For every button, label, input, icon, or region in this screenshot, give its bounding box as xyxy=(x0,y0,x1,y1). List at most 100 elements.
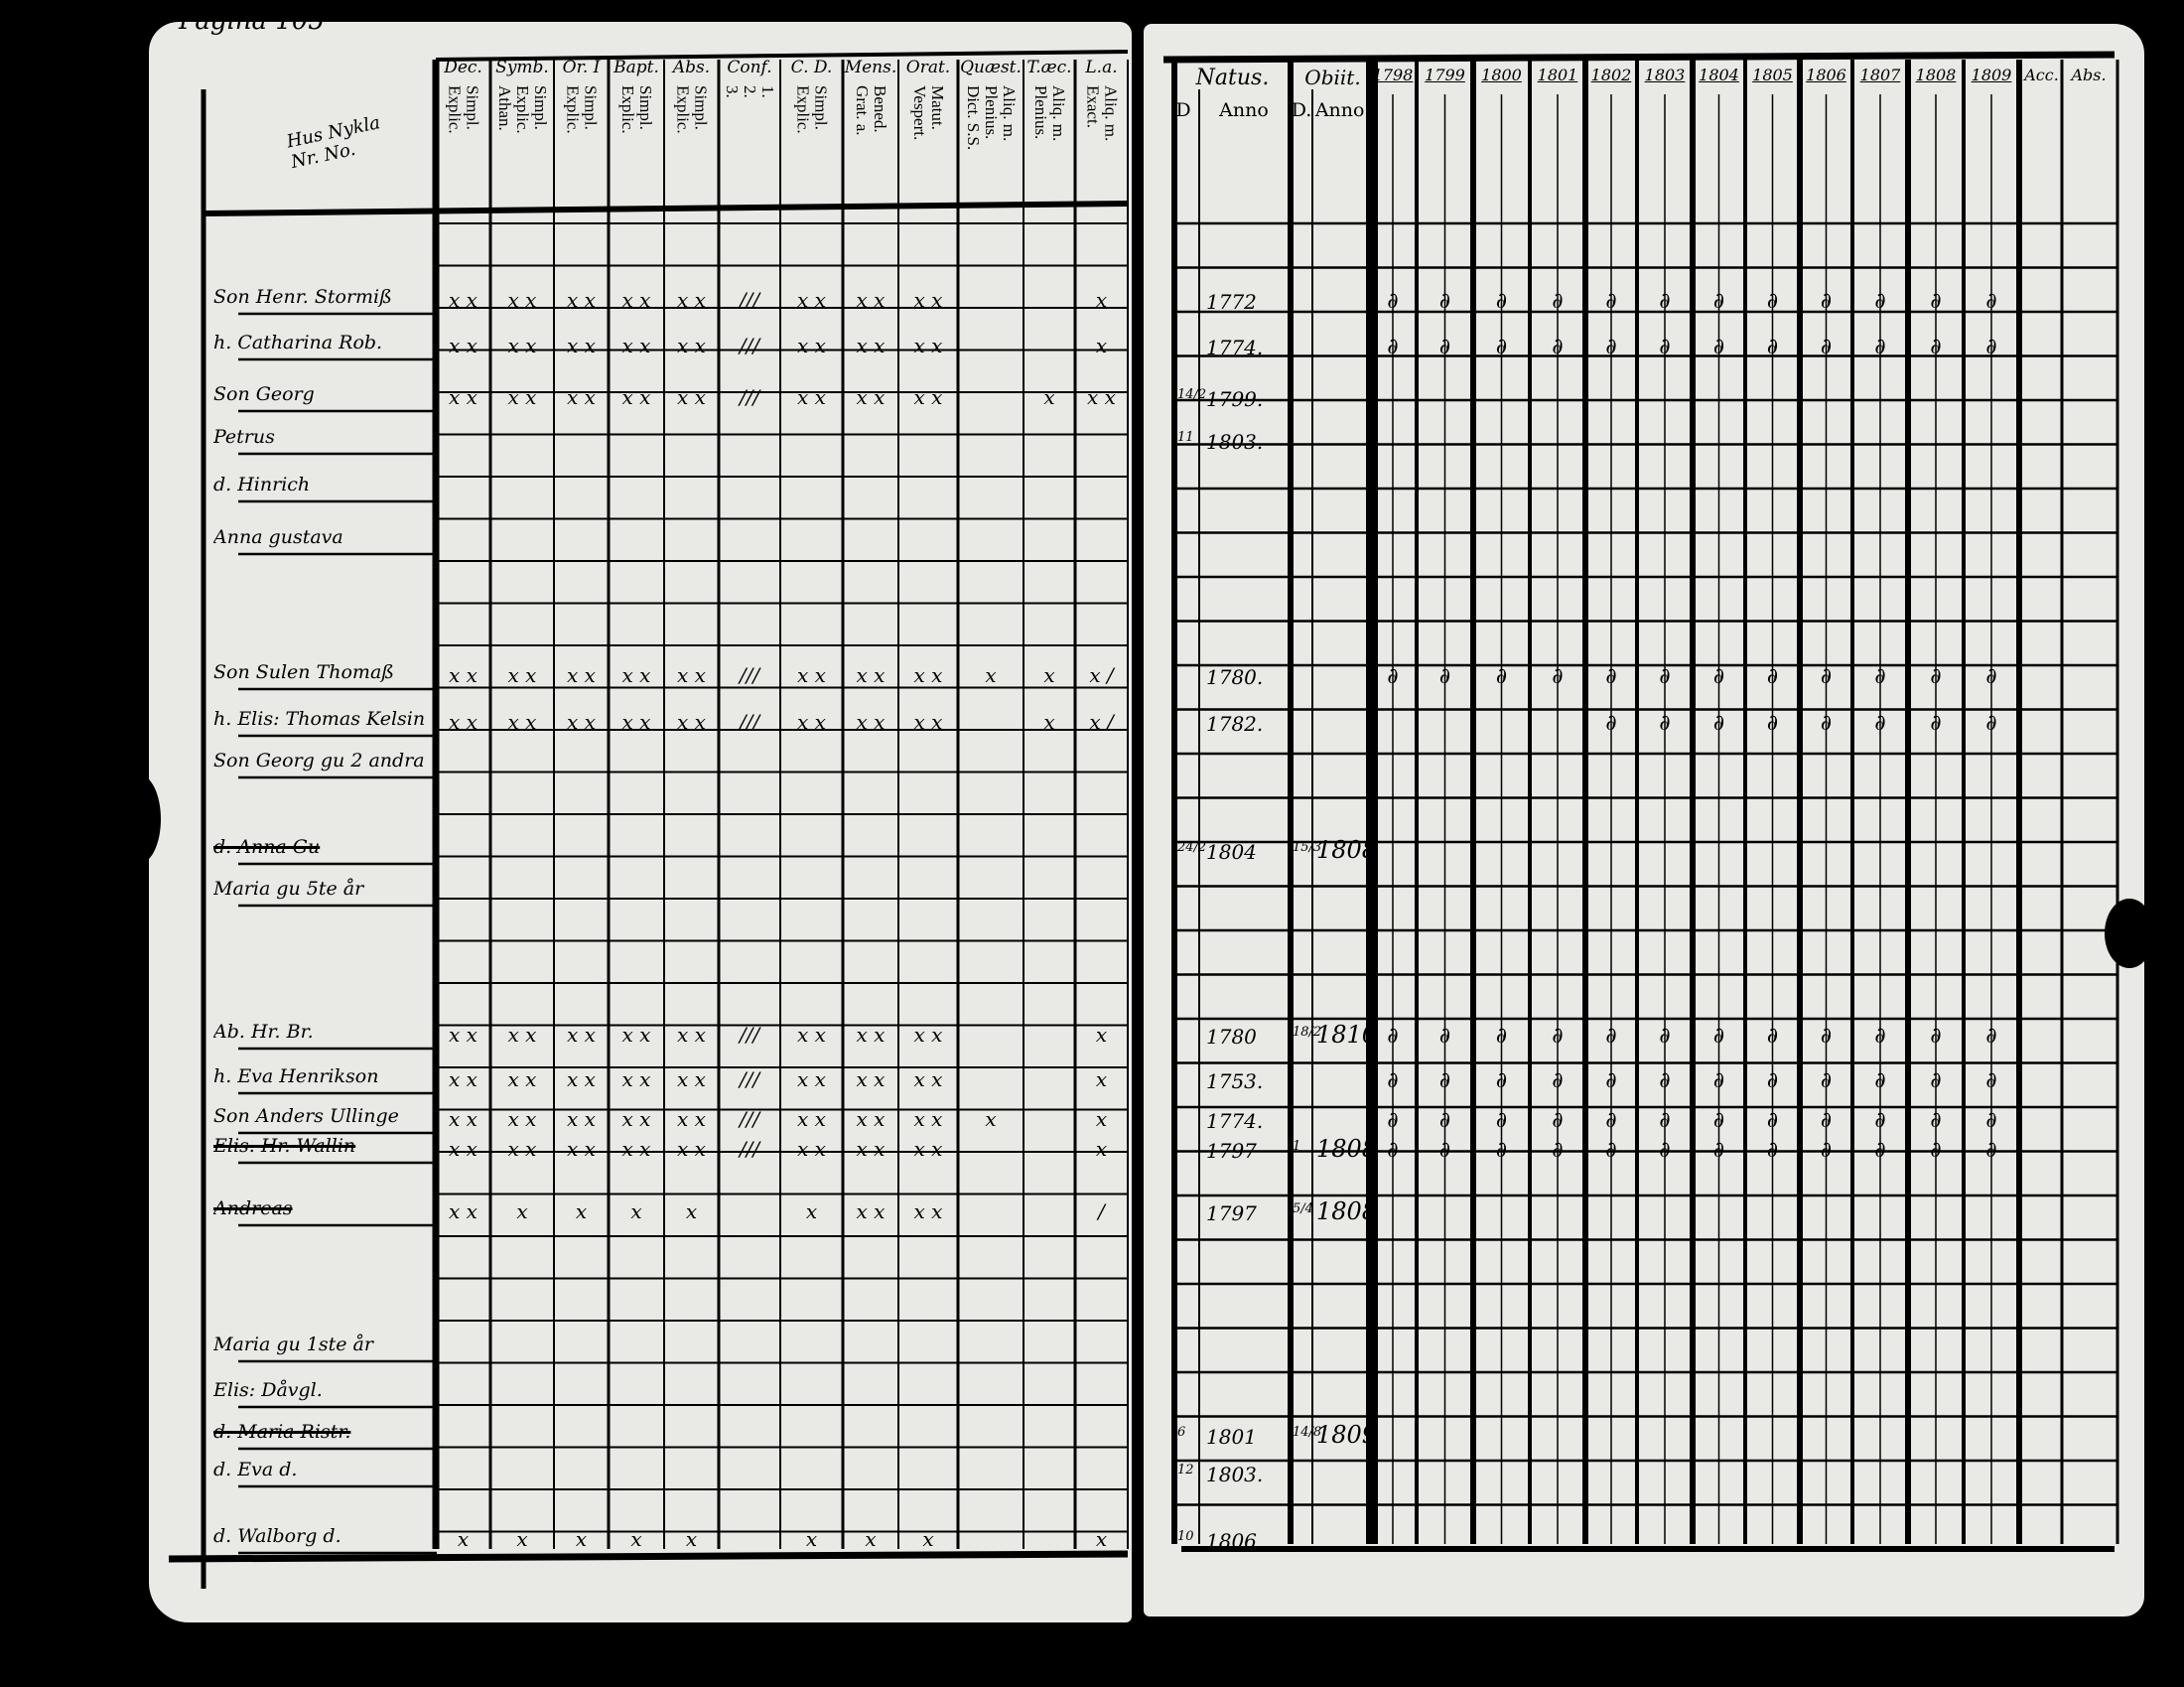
person-name: Anna gustava xyxy=(213,526,343,548)
exam-mark: x x xyxy=(913,385,943,409)
attendance-mark: ∂ xyxy=(1605,335,1616,359)
exam-mark: x xyxy=(1095,334,1108,357)
year-header: 1804 xyxy=(1699,66,1739,84)
attendance-mark: ∂ xyxy=(1767,664,1778,689)
birth-year: 1774. xyxy=(1206,1109,1264,1133)
natus-day-label: D xyxy=(1175,99,1191,121)
birth-year: 1753. xyxy=(1206,1069,1264,1093)
death-year: 1808 xyxy=(1316,836,1378,864)
exam-mark: x xyxy=(630,1199,642,1223)
column-subheader: Grat. a. xyxy=(853,85,872,136)
exam-mark: x x xyxy=(449,288,478,312)
attendance-mark: ∂ xyxy=(1552,1024,1563,1049)
exam-mark: x xyxy=(575,1527,588,1551)
attendance-mark: ∂ xyxy=(1930,335,1941,359)
column-subheader: Simpl. xyxy=(636,85,655,130)
attendance-mark: ∂ xyxy=(1713,711,1724,736)
attendance-mark: ∂ xyxy=(1985,1138,1996,1163)
exam-mark: x x xyxy=(797,1107,826,1131)
column-header: Conf. xyxy=(727,58,772,77)
birth-day: 11 xyxy=(1177,430,1194,445)
birth-year: 1797 xyxy=(1206,1201,1257,1225)
attendance-mark: ∂ xyxy=(1874,1108,1885,1133)
year-header: 1799 xyxy=(1425,66,1465,84)
column-subheader: Aliq. m. xyxy=(1000,85,1019,142)
attendance-mark: ∂ xyxy=(1874,1138,1885,1163)
attendance-mark: ∂ xyxy=(1930,1108,1941,1133)
attendance-mark: ∂ xyxy=(1659,1138,1670,1163)
attendance-mark: ∂ xyxy=(1874,1068,1885,1093)
person-name: Son Georg xyxy=(213,383,315,405)
attendance-mark: ∂ xyxy=(1387,335,1398,359)
exam-mark: x x xyxy=(856,663,886,687)
exam-mark: x xyxy=(685,1199,698,1223)
column-subheader: Dict. S.S. xyxy=(964,85,983,151)
exam-mark: x x xyxy=(913,663,943,687)
exam-mark: x x xyxy=(507,1107,537,1131)
column-subheader: Bened. xyxy=(871,85,889,133)
column-subheader: Explic. xyxy=(445,85,465,134)
exam-mark: /// xyxy=(739,1067,760,1091)
attendance-mark: ∂ xyxy=(1552,664,1563,689)
column-header: Dec. xyxy=(444,58,482,77)
exam-mark: /// xyxy=(739,288,760,312)
exam-mark: x x xyxy=(856,288,886,312)
exam-mark: x x xyxy=(507,334,537,357)
attendance-mark: ∂ xyxy=(1767,289,1778,314)
exam-mark: x x xyxy=(507,1067,537,1091)
exam-mark: x xyxy=(457,1527,470,1551)
exam-mark: x x xyxy=(567,1023,596,1047)
natus-header: Natus. xyxy=(1195,66,1270,90)
exam-mark: x x xyxy=(856,334,886,357)
exam-mark: x x xyxy=(621,1067,651,1091)
exam-mark: x x xyxy=(797,1067,826,1091)
attendance-mark: ∂ xyxy=(1985,335,1996,359)
birth-year: 1780 xyxy=(1206,1025,1257,1049)
exam-mark: /// xyxy=(739,663,760,687)
person-name: Ab. Hr. Br. xyxy=(213,1021,314,1043)
column-header: C. D. xyxy=(790,58,833,77)
binding-hole xyxy=(117,774,161,864)
exam-mark: x x xyxy=(567,385,596,409)
column-subheader: Explic. xyxy=(513,85,532,134)
death-year: 1808 xyxy=(1316,1197,1378,1225)
column-subheader: Simpl. xyxy=(581,85,601,130)
attendance-mark: ∂ xyxy=(1713,1108,1724,1133)
book-gutter xyxy=(1132,0,1144,1687)
exam-mark: x xyxy=(630,1527,642,1551)
attendance-mark: ∂ xyxy=(1767,1108,1778,1133)
exam-mark: x x xyxy=(797,1137,826,1161)
attendance-mark: ∂ xyxy=(1439,1068,1450,1093)
exam-mark: x xyxy=(1043,710,1055,734)
exam-mark: x x xyxy=(856,385,886,409)
column-subheader: Simpl. xyxy=(811,85,831,130)
exam-mark: x x xyxy=(567,1067,596,1091)
attendance-mark: ∂ xyxy=(1552,335,1563,359)
exam-mark: x x xyxy=(913,710,943,734)
column-subheader: Explic. xyxy=(563,85,583,134)
attendance-mark: ∂ xyxy=(1713,1138,1724,1163)
exam-mark: x xyxy=(516,1527,528,1551)
person-name: h. Eva Henrikson xyxy=(213,1065,379,1087)
exam-mark: x xyxy=(1095,288,1108,312)
attendance-mark: ∂ xyxy=(1985,289,1996,314)
column-header: T.æc. xyxy=(1026,58,1072,77)
attendance-mark: ∂ xyxy=(1552,1138,1563,1163)
exam-mark: x x xyxy=(449,334,478,357)
exam-mark: x x xyxy=(913,1137,943,1161)
attendance-mark: ∂ xyxy=(1496,1024,1507,1049)
attendance-mark: ∂ xyxy=(1874,289,1885,314)
exam-mark: x x xyxy=(507,1137,537,1161)
exam-mark: x x xyxy=(677,710,706,734)
exam-mark: x x xyxy=(856,1067,886,1091)
exam-mark: x x xyxy=(567,1107,596,1131)
column-header: Symb. xyxy=(495,58,549,77)
person-name: h. Elis: Thomas Kelsin xyxy=(213,708,426,730)
attendance-mark: ∂ xyxy=(1387,1108,1398,1133)
exam-mark: x xyxy=(1095,1067,1108,1091)
exam-mark: x x xyxy=(449,385,478,409)
attendance-mark: ∂ xyxy=(1605,711,1616,736)
column-subheader: Plenius. xyxy=(982,85,1001,140)
year-header: 1802 xyxy=(1590,66,1632,84)
